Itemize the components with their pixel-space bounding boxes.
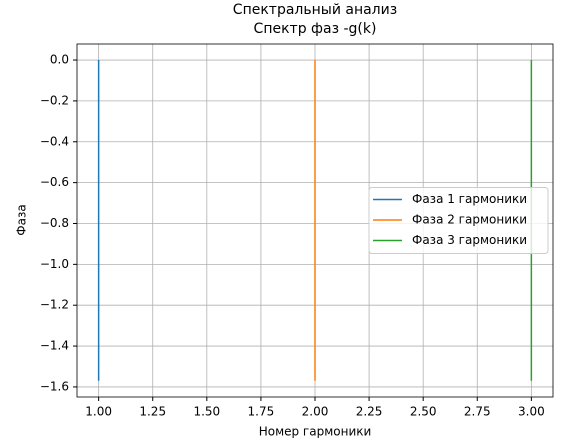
y-tick-label: −0.8 bbox=[40, 216, 69, 230]
legend-box bbox=[368, 187, 549, 254]
y-tick-label: −0.6 bbox=[40, 175, 69, 189]
x-tick-label: 1.75 bbox=[248, 405, 275, 419]
y-axis-label: Фаза bbox=[15, 204, 29, 235]
x-tick-label: 2.50 bbox=[410, 405, 437, 419]
y-tick-label: −1.6 bbox=[40, 379, 69, 393]
legend-label: Фаза 3 гармоники bbox=[412, 233, 527, 247]
y-tick-label: −1.0 bbox=[40, 257, 69, 271]
plot-frame bbox=[76, 43, 554, 398]
x-tick-label: 3.00 bbox=[518, 405, 545, 419]
y-tick-label: −0.4 bbox=[40, 134, 69, 148]
legend: Фаза 1 гармоники Фаза 2 гармоники Фаза 3 г… bbox=[368, 187, 549, 254]
x-tick-label: 2.25 bbox=[356, 405, 383, 419]
chart-subtitle: Спектр фаз -g(k) bbox=[254, 21, 377, 37]
x-tick-label: 1.00 bbox=[85, 405, 112, 419]
x-tick-label: 2.00 bbox=[302, 405, 329, 419]
y-tick-label: −1.2 bbox=[40, 298, 69, 312]
legend-label: Фаза 1 гармоники bbox=[412, 192, 527, 206]
chart-title: Спектральный анализ bbox=[233, 2, 397, 18]
x-tick-label: 2.75 bbox=[464, 405, 491, 419]
x-axis-label: Номер гармоники bbox=[259, 425, 372, 439]
x-tick-label: 1.50 bbox=[193, 405, 220, 419]
x-tick-label: 1.25 bbox=[139, 405, 166, 419]
y-tick-label: 0.0 bbox=[50, 53, 69, 67]
y-tick-label: −1.4 bbox=[40, 339, 69, 353]
y-tick-label: −0.2 bbox=[40, 93, 69, 107]
legend-label: Фаза 2 гармоники bbox=[412, 213, 527, 227]
